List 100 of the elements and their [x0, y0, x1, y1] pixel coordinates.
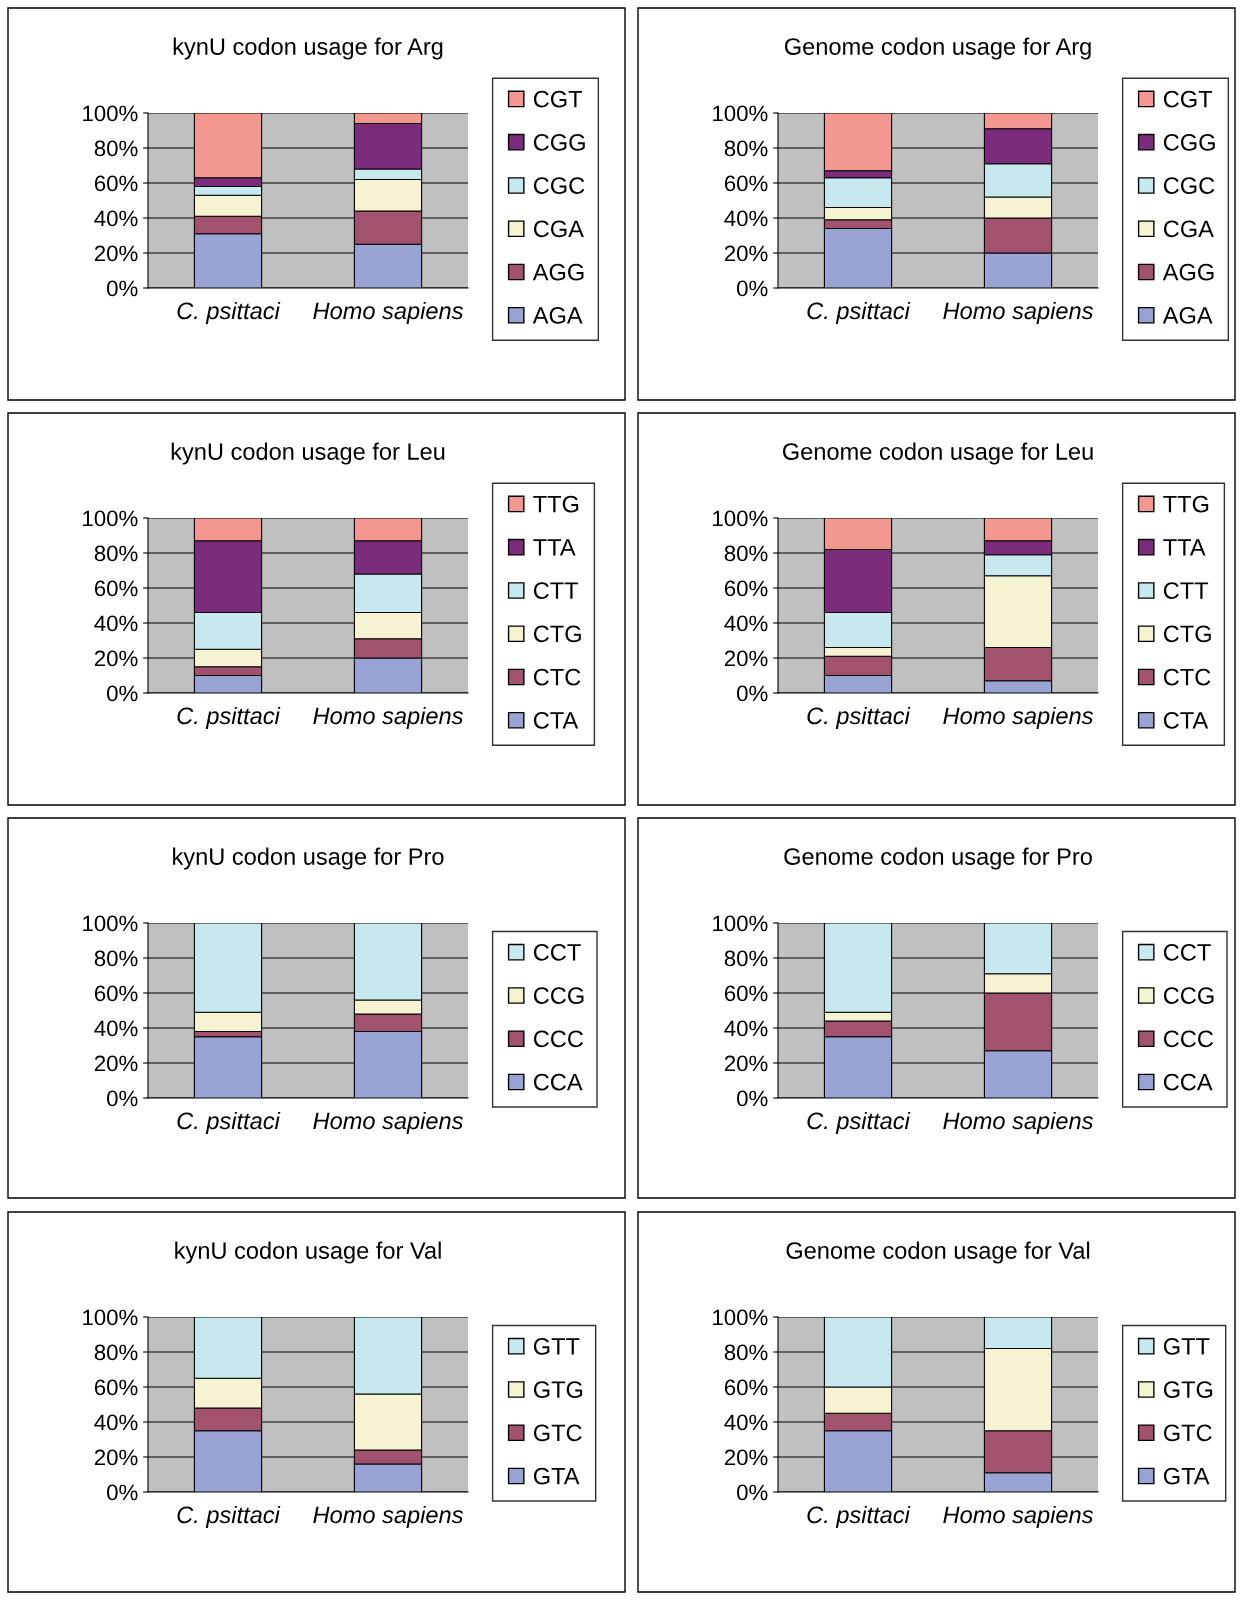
- y-tick-label: 20%: [724, 650, 768, 667]
- legend-label: CTT: [1163, 582, 1209, 599]
- legend-label: CCG: [1163, 987, 1214, 1004]
- y-tick-label: 0%: [737, 1484, 768, 1501]
- legend-label: CGC: [533, 177, 585, 194]
- x-tick-label: Homo sapiens: [943, 1111, 1093, 1134]
- chart-title: Genome codon usage for Val: [786, 1241, 1090, 1264]
- legend-label: CTG: [1163, 625, 1211, 643]
- legend-label: CTA: [533, 712, 579, 729]
- y-tick-label: 60%: [94, 175, 138, 192]
- y-tick-label: 0%: [107, 1484, 138, 1501]
- x-tick-label: C. psittaci: [807, 1111, 911, 1134]
- text: TTG: [1163, 495, 1209, 513]
- y-tick-label: 80%: [94, 1344, 138, 1361]
- chart-title: kynU codon usage for Pro: [173, 847, 444, 870]
- y-tick-label: 100%: [713, 510, 768, 527]
- y-tick-label: 0%: [107, 685, 138, 702]
- legend-label: GTG: [533, 1381, 583, 1398]
- y-tick-label: 20%: [94, 245, 138, 262]
- x-tick-label: C. psittaci: [177, 706, 281, 729]
- chart-title: kynU codon usage for Arg: [173, 37, 443, 60]
- y-tick-label: 0%: [737, 685, 768, 702]
- x-tick-label: Homo sapiens: [313, 706, 463, 729]
- legend-label: GTC: [533, 1424, 582, 1442]
- chart-title: kynU codon usage for Val: [175, 1241, 441, 1264]
- y-tick-label: 60%: [94, 985, 138, 1002]
- x-tick-label: Homo sapiens: [943, 301, 1093, 324]
- legend-label: CCT: [1163, 943, 1211, 961]
- y-tick-label: 0%: [737, 1090, 768, 1107]
- chart-title: Genome codon usage for Leu: [783, 442, 1093, 465]
- y-tick-label: 100%: [713, 915, 768, 932]
- legend-label: CGC: [1163, 177, 1215, 194]
- legend-label: CTT: [533, 582, 579, 599]
- y-tick-label: 100%: [713, 1309, 768, 1326]
- chart-title: Genome codon usage for Arg: [784, 37, 1091, 60]
- legend-label: CGA: [1163, 220, 1214, 238]
- legend-label: AGA: [532, 307, 583, 324]
- x-tick-label: C. psittaci: [177, 1111, 281, 1134]
- y-tick-label: 40%: [94, 210, 138, 227]
- y-tick-label: 100%: [83, 1309, 138, 1326]
- chart-title: kynU codon usage for Leu: [171, 442, 445, 465]
- legend-label: TTA: [1163, 539, 1206, 556]
- x-tick-label: Homo sapiens: [943, 1505, 1093, 1528]
- x-tick-label: C. psittaci: [177, 301, 281, 324]
- y-tick-label: 80%: [94, 140, 138, 157]
- y-tick-label: 80%: [94, 950, 138, 967]
- legend-label: CTA: [1163, 712, 1209, 729]
- y-tick-label: 40%: [724, 615, 768, 632]
- legend-label: CCC: [1163, 1030, 1213, 1048]
- y-tick-label: 60%: [724, 1379, 768, 1396]
- y-tick-label: 60%: [724, 175, 768, 192]
- legend-label: CGT: [533, 90, 583, 108]
- y-tick-label: 60%: [94, 580, 138, 597]
- legend-label: GTG: [1163, 1381, 1213, 1398]
- y-tick-label: 80%: [724, 140, 768, 157]
- x-tick-label: C. psittaci: [177, 1505, 281, 1528]
- legend-label: CCT: [533, 943, 581, 961]
- legend-label: CCG: [533, 987, 584, 1004]
- legend-label: CGG: [1163, 133, 1215, 151]
- y-tick-label: 0%: [737, 280, 768, 297]
- y-tick-label: 100%: [713, 105, 768, 122]
- legend-label: CTG: [533, 625, 581, 643]
- y-tick-label: 100%: [83, 510, 138, 527]
- y-tick-label: 80%: [724, 1344, 768, 1361]
- y-tick-label: 20%: [724, 1449, 768, 1466]
- y-tick-label: 0%: [107, 280, 138, 297]
- legend-label: TTA: [533, 539, 576, 556]
- legend-label: GTA: [533, 1467, 580, 1485]
- legend-label: CCC: [533, 1030, 583, 1048]
- text: TTG: [533, 495, 579, 513]
- y-tick-label: 20%: [94, 650, 138, 667]
- y-tick-label: 40%: [94, 1414, 138, 1431]
- y-tick-label: 20%: [724, 1055, 768, 1072]
- chart-title: Genome codon usage for Pro: [784, 847, 1092, 870]
- legend-label: GTC: [1163, 1424, 1212, 1442]
- legend-label: AGG: [532, 263, 584, 281]
- y-tick-label: 100%: [83, 105, 138, 122]
- legend-label: CGT: [1163, 90, 1213, 108]
- x-tick-label: C. psittaci: [807, 1505, 911, 1528]
- x-tick-label: C. psittaci: [807, 706, 911, 729]
- legend-label: CCA: [1163, 1073, 1213, 1091]
- legend-label: CGA: [533, 220, 584, 238]
- legend-label: CTC: [1163, 668, 1211, 686]
- legend-label: GTA: [1163, 1467, 1210, 1485]
- y-tick-label: 20%: [94, 1449, 138, 1466]
- y-tick-label: 40%: [724, 210, 768, 227]
- legend-label: CTC: [533, 668, 581, 686]
- y-tick-label: 100%: [83, 915, 138, 932]
- y-tick-label: 20%: [724, 245, 768, 262]
- y-tick-label: 40%: [724, 1020, 768, 1037]
- legend-label: GTT: [1163, 1337, 1210, 1355]
- y-tick-label: 60%: [724, 985, 768, 1002]
- y-tick-label: 80%: [724, 545, 768, 562]
- x-tick-label: C. psittaci: [807, 301, 911, 324]
- x-tick-label: Homo sapiens: [943, 706, 1093, 729]
- y-tick-label: 40%: [94, 615, 138, 632]
- y-tick-label: 40%: [94, 1020, 138, 1037]
- y-tick-label: 60%: [724, 580, 768, 597]
- legend-label: CCA: [533, 1073, 583, 1091]
- y-tick-label: 20%: [94, 1055, 138, 1072]
